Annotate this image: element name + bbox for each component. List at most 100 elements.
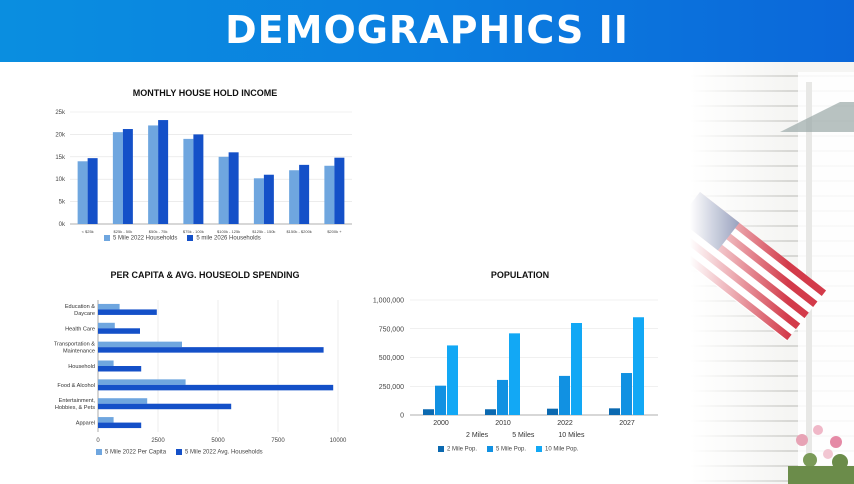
income-chart: 0k 5k 10k 15k 20k 25k < $25k $25k - 50k $50k - 7… [55,110,352,234]
population-legend-item-2mile: 2 Mile Pop. [438,446,477,453]
spending-chart-title: PER CAPITA & AVG. HOUSEOLD SPENDING [110,270,300,280]
population-x-tick-label: 2022 [557,420,573,427]
population-bar [485,409,496,415]
population-legend-item-5mile: 5 Mile Pop. [487,446,526,453]
spending-x-tick-label: 5000 [211,438,225,444]
population-x-tick-label: 2010 [495,420,511,427]
income-x-tick-label: < $25k [82,229,94,234]
population-bar [509,333,520,415]
population-legend-item-10mile: 10 Mile Pop. [536,446,578,453]
income-y-tick-label: 0k [59,222,66,228]
population-bar [497,379,508,415]
income-legend-item-2026: 5 mile 2026 Households [187,235,261,242]
spending-bar [98,303,120,310]
spending-legend-item-households: 5 Mile 2022 Avg. Households [176,449,263,456]
page-title: DEMOGRAPHICS II [225,8,629,52]
population-radius-label-2: 2 Miles [466,432,489,439]
spending-chart: 0 2500 5000 7500 10000 Education & Daycare Heal… [54,300,347,444]
income-bar [299,164,310,224]
spending-y-category-label: Transportation & Maintenance [54,342,95,355]
spending-bar [98,322,115,329]
population-bar [435,385,446,415]
spending-bar [98,347,324,353]
income-bar [77,161,88,224]
spending-y-category-label: Apparel [76,421,95,427]
population-radius-label-10: 10 Miles [558,432,585,439]
income-y-tick-label: 15k [55,155,66,161]
income-bar [263,174,274,224]
income-bar [253,178,264,224]
spending-x-tick-label: 7500 [271,438,285,444]
income-x-tick-label: $25k - 50k [114,229,133,234]
population-bar [621,373,632,415]
population-chart-title: POPULATION [490,270,550,280]
spending-y-category-label: Household [68,364,95,370]
income-chart-title: MONTHLY HOUSE HOLD INCOME [132,88,278,98]
income-bar [183,138,194,224]
income-bar [122,129,133,224]
income-bar [112,132,123,224]
spending-bar [98,422,142,429]
income-bar [193,134,204,224]
spending-y-category-label: Education & Daycare [65,304,95,317]
income-y-tick-label: 25k [55,110,66,116]
population-legend: 2 Mile Pop. 5 Mile Pop. 10 Mile Pop. [438,446,578,453]
population-bar [609,408,620,415]
population-y-tick-label: 1,000,000 [373,298,404,305]
income-x-tick-label: $200k + [327,229,342,234]
population-y-tick-label: 750,000 [379,326,404,333]
population-bar [547,408,558,415]
income-bar [148,125,159,224]
spending-bar [98,403,232,410]
population-bar [633,317,644,415]
income-bar [87,158,98,224]
spending-y-category-label: Food & Alcohol [57,383,95,389]
spending-bar [98,360,114,366]
population-bar [559,375,570,415]
income-x-tick-label: $50k - 75k [149,229,168,234]
income-x-tick-label: $75k - 100k [183,229,204,234]
income-bar [324,165,335,224]
spending-bar [98,328,140,334]
spending-x-tick-label: 0 [96,438,100,444]
income-bar [158,120,169,224]
income-legend-item-2022: 5 Mile 2022 Households [104,235,177,242]
population-radius-label-5: 5 Miles [512,432,535,439]
income-x-tick-label: $125k - 150k [252,229,275,234]
spending-x-tick-label: 10000 [330,438,347,444]
photo-fade [690,62,854,484]
spending-y-category-label: Health Care [65,326,95,332]
population-chart: 0 250,000 500,000 750,000 1,000,000 2000 2010 2… [373,298,658,427]
spending-bar [98,366,142,372]
income-x-tick-label: $150k - $200k [286,229,311,234]
population-y-tick-label: 250,000 [379,384,404,391]
income-bar [289,170,300,224]
spending-x-tick-label: 2500 [151,438,165,444]
income-y-tick-label: 10k [55,177,66,183]
population-bar [447,345,458,415]
spending-bar [98,417,114,423]
spending-bar [98,379,186,385]
income-legend: 5 Mile 2022 Households 5 mile 2026 House… [104,235,261,242]
income-bar [228,152,239,224]
spending-bar [98,341,182,348]
population-x-tick-label: 2000 [433,420,449,427]
spending-bar [98,398,148,404]
population-x-tick-label: 2027 [619,420,635,427]
spending-y-category-label: Entertainment, Hobbies, & Pets [55,398,96,411]
population-y-tick-label: 0 [400,413,404,420]
spending-legend-item-per-capita: 5 Mile 2022 Per Capita [96,449,166,456]
spending-bar [98,384,334,391]
house-photo [690,62,854,484]
header-banner: DEMOGRAPHICS II [0,0,854,62]
spending-legend: 5 Mile 2022 Per Capita 5 Mile 2022 Avg. … [96,449,263,456]
population-bar [423,409,434,415]
population-bar [571,323,582,415]
income-bar [334,157,345,224]
spending-bar [98,309,157,315]
population-y-tick-label: 500,000 [379,355,404,362]
income-y-tick-label: 5k [59,200,66,206]
population-radius-labels: 2 Miles 5 Miles 10 Miles [466,432,656,439]
income-y-tick-label: 20k [55,132,66,138]
income-x-tick-label: $100k - 125k [217,229,240,234]
